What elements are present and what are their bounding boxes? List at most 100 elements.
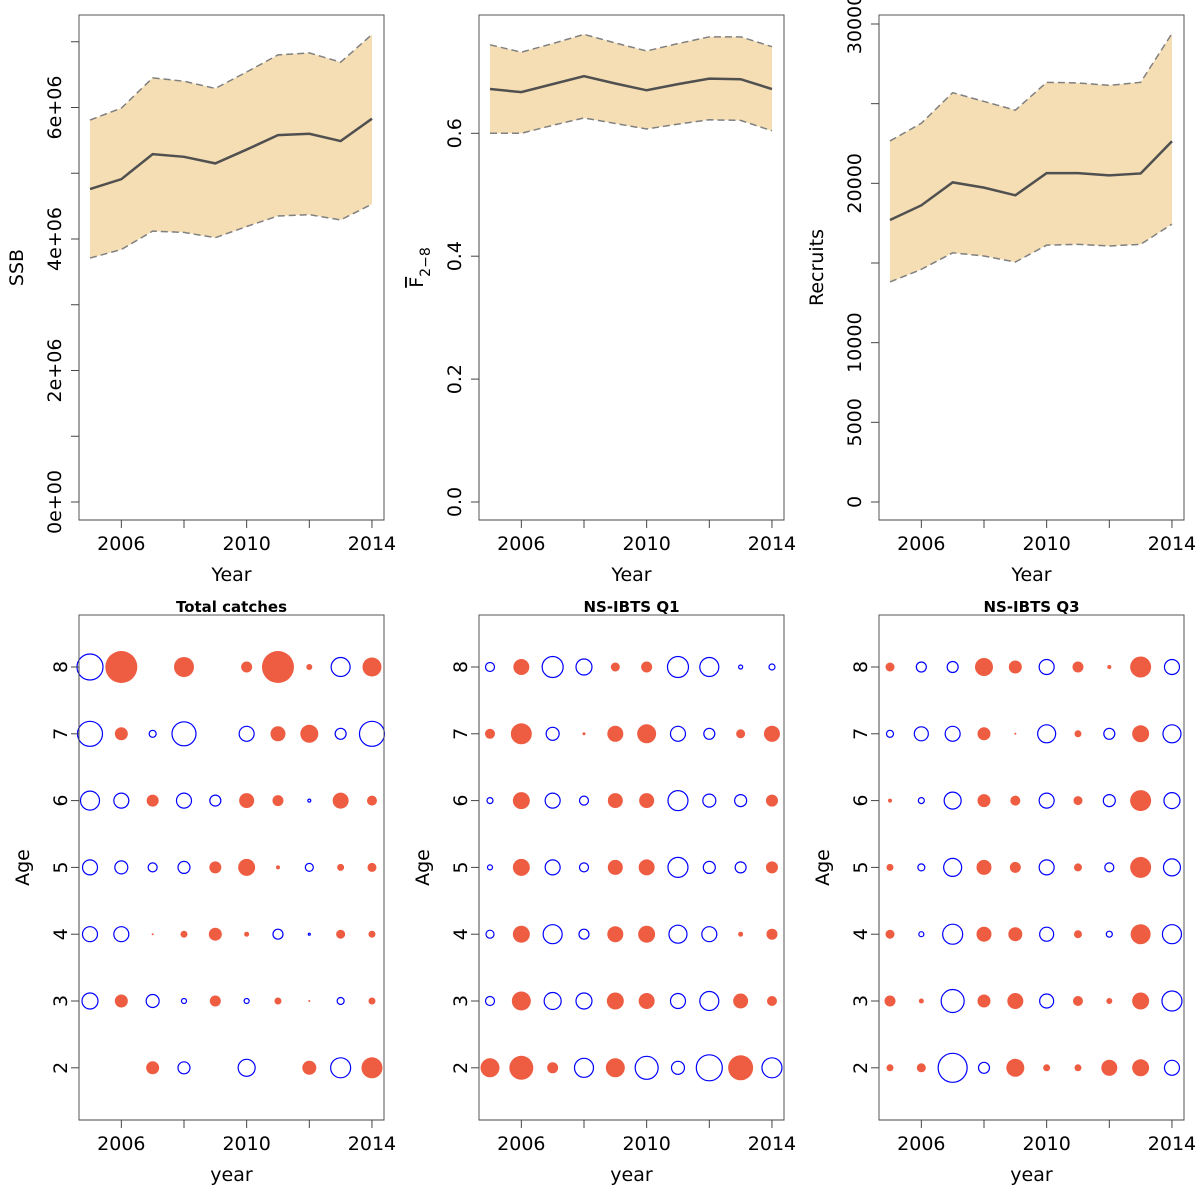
- bubble-negative: [1132, 725, 1150, 743]
- bubble-positive: [113, 792, 130, 809]
- bubble-negative: [270, 726, 286, 742]
- upper-ci-line: [489, 33, 773, 53]
- y-tick-label: 6: [50, 795, 72, 807]
- y-tick-label: 7: [850, 728, 872, 740]
- y-tick-label: 7: [450, 728, 472, 740]
- y-axis-title: Recruits: [806, 229, 828, 306]
- bubble-positive: [243, 997, 250, 1005]
- panel-recruits: 0 5000 10000 20000 30000 Recruits 2006 2010 2014…: [806, 0, 1196, 586]
- x-tick-label: 2014: [1148, 533, 1196, 555]
- bubble-positive: [1161, 990, 1183, 1012]
- bubble-negative: [114, 727, 128, 741]
- x-tick-label: 2006: [97, 1133, 145, 1155]
- bubble-positive: [768, 663, 776, 671]
- bubble-positive: [238, 725, 255, 742]
- bubble-positive: [272, 928, 284, 940]
- bubble-positive: [944, 725, 961, 742]
- panel-ns-ibts-q3: 2 3 4 5 6 7 8 Age NS-IBTS Q3 2006 2010 2014 year: [812, 598, 1196, 1186]
- bubble-negative: [208, 927, 222, 941]
- bubble-negative: [1072, 661, 1084, 673]
- y-axis-title: Age: [412, 849, 434, 886]
- bubble-negative: [1008, 660, 1022, 674]
- bubble-positive: [544, 859, 561, 876]
- bubble-negative: [1132, 992, 1150, 1010]
- y-tick-label: 6e+06: [44, 76, 66, 140]
- y-tick-label: 4e+06: [44, 207, 66, 271]
- bubble-positive: [171, 721, 197, 747]
- bubble-positive: [545, 726, 560, 741]
- bubble-positive: [1105, 930, 1113, 938]
- bubble-positive: [578, 928, 590, 940]
- x-tick-label: 2010: [222, 533, 270, 555]
- bubble-negative: [641, 661, 653, 673]
- bubble-positive: [1037, 724, 1057, 744]
- bubble-negative: [366, 795, 377, 806]
- bubble-negative: [1006, 1058, 1025, 1077]
- bubble-positive: [307, 932, 311, 936]
- bubble-positive: [484, 661, 496, 673]
- bubble-negative: [607, 859, 623, 875]
- y-tick-label: 0.6: [444, 118, 466, 148]
- bubble-negative: [105, 651, 138, 683]
- bubble-positive: [148, 729, 157, 738]
- bubble-negative: [1043, 1064, 1051, 1072]
- bubble-negative: [146, 794, 159, 807]
- lower-ci-line: [89, 203, 373, 259]
- bubble-negative: [1073, 930, 1082, 939]
- bubble-negative: [976, 859, 992, 875]
- y-tick-label: 6: [450, 795, 472, 807]
- bubble-negative: [888, 798, 892, 803]
- x-axis-title: year: [210, 1164, 253, 1186]
- bubble-positive: [330, 656, 351, 678]
- bubble-negative: [239, 793, 255, 809]
- y-tick-label: 0.4: [444, 241, 466, 271]
- bubble-positive: [761, 1057, 783, 1079]
- bubble-negative: [368, 930, 376, 938]
- lower-ci-line: [490, 117, 773, 135]
- bubble-positive: [701, 926, 718, 943]
- bubble-negative: [480, 1058, 500, 1078]
- y-tick-label: 5: [850, 861, 872, 873]
- bubble-negative: [1014, 732, 1017, 735]
- bubble-negative: [209, 995, 221, 1007]
- x-axis-title: Year: [210, 564, 251, 586]
- bubble-positive: [1039, 993, 1055, 1009]
- y-tick-label: 8: [850, 661, 872, 673]
- y-tick-label: 4: [850, 928, 872, 940]
- panel-total-catches: 2 3 4 5 6 7 8 Age Total catches 2006 2010 2014 year: [12, 598, 396, 1186]
- y-tick-label: 8: [450, 661, 472, 673]
- bubble-positive: [237, 1058, 256, 1077]
- bubble-positive: [634, 1055, 659, 1080]
- bubble-positive: [703, 727, 716, 740]
- bubble-positive: [544, 792, 561, 809]
- bubble-negative: [547, 1062, 559, 1074]
- bubble-positive: [943, 857, 963, 878]
- bubble-negative: [241, 661, 253, 673]
- bubble-negative: [976, 926, 992, 942]
- bubble-positive: [76, 653, 104, 681]
- bubble-negative: [885, 929, 895, 939]
- y-tick-label: 5: [450, 861, 472, 873]
- bubble-positive: [541, 655, 564, 679]
- bubble-negative: [511, 991, 531, 1011]
- y-tick-label: 3: [850, 995, 872, 1007]
- bubble-negative: [1101, 1059, 1118, 1076]
- panel-ns-ibts-q1: 2 3 4 5 6 7 8 Age NS-IBTS Q1 2006 2010 2014 year: [412, 598, 796, 1186]
- bubble-negative: [1106, 998, 1113, 1004]
- bubble-positive: [702, 860, 716, 875]
- y-tick-label: 2e+06: [44, 339, 66, 403]
- panel-title: Total catches: [176, 598, 287, 616]
- panel-title: NS-IBTS Q1: [583, 598, 679, 616]
- panel-fbar: 0.0 0.2 0.4 0.6 F2−8 2006 2010 2014 Year: [406, 14, 796, 586]
- bubble-negative: [512, 792, 530, 810]
- x-tick-label: 2010: [1022, 1133, 1070, 1155]
- bubble-negative: [151, 933, 154, 936]
- bubble-positive: [1104, 862, 1115, 873]
- bubble-positive: [175, 792, 193, 809]
- bubble-negative: [1007, 993, 1024, 1009]
- y-tick-label: 10000: [844, 312, 866, 372]
- bubble-negative: [336, 929, 346, 939]
- bubble-negative: [1074, 730, 1082, 738]
- bubble-negative: [1132, 1059, 1150, 1077]
